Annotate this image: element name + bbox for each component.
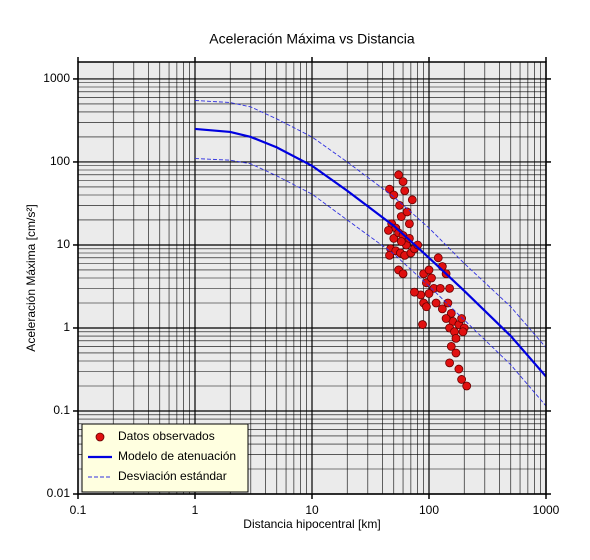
deviation-line [194, 100, 546, 348]
data-point [409, 287, 419, 297]
model-line [194, 127, 546, 378]
data-point [427, 273, 436, 283]
data-point [441, 314, 451, 323]
data-point [457, 314, 467, 323]
data-point [395, 200, 404, 210]
data-point [458, 327, 468, 337]
y-axis-label: Aceleración Máxima [cm/s²] [24, 204, 38, 351]
data-point [384, 225, 393, 235]
data-point [396, 212, 406, 221]
data-point [389, 190, 399, 200]
data-point [398, 269, 408, 279]
data-point [451, 348, 461, 358]
x-tick-label: 10 [305, 503, 319, 517]
data-point [435, 283, 445, 293]
data-point [431, 298, 441, 308]
y-tick-label: 10 [57, 237, 71, 251]
data-point [424, 265, 434, 275]
data-point [389, 233, 399, 243]
data-point [445, 283, 455, 293]
chart-title: Aceleración Máxima vs Distancia [209, 31, 415, 47]
data-point [396, 237, 406, 246]
data-point [405, 219, 414, 229]
x-tick-label: 100 [419, 503, 439, 517]
data-point [446, 341, 456, 351]
data-point [421, 302, 431, 312]
legend-marker [95, 432, 105, 442]
plot-layer [194, 100, 546, 407]
y-tick-label: 0.1 [53, 403, 70, 417]
data-point [398, 177, 408, 186]
x-tick-label: 1000 [533, 503, 560, 517]
data-point [462, 381, 472, 391]
data-point [385, 250, 394, 260]
data-point [394, 170, 404, 180]
data-point [457, 375, 467, 384]
plot-frame [77, 61, 547, 495]
data-point [407, 195, 417, 205]
legend-label: Modelo de atenuación [118, 449, 236, 463]
data-point [433, 253, 443, 263]
y-tick-label: 1 [63, 320, 70, 334]
data-point [454, 364, 464, 374]
data-point [445, 358, 455, 368]
legend-label: Desviación estándar [118, 469, 227, 483]
data-point [385, 184, 394, 194]
y-tick-label: 1000 [43, 71, 70, 85]
x-tick-label: 0.1 [70, 503, 87, 517]
deviation-line [194, 158, 546, 407]
x-tick-label: 1 [192, 503, 199, 517]
data-point [402, 207, 412, 217]
y-tick-label: 100 [50, 154, 70, 168]
data-point [418, 320, 427, 329]
data-point [437, 304, 447, 314]
data-point [443, 298, 453, 308]
data-point [451, 333, 461, 343]
x-axis-label: Distancia hipocentral [km] [243, 517, 380, 531]
legend-label: Datos observados [118, 429, 215, 443]
data-point [424, 289, 434, 298]
data-point [400, 186, 410, 196]
y-tick-label: 0.01 [47, 486, 71, 500]
